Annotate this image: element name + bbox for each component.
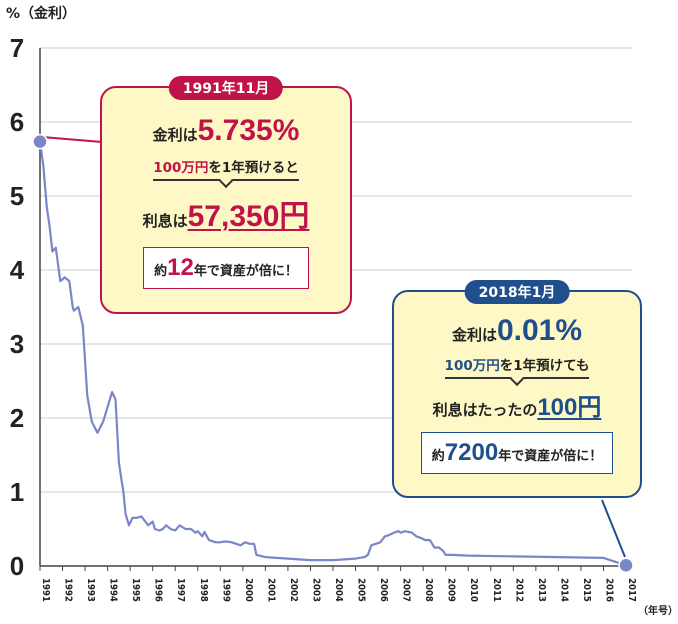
x-tick-label-2012: 2012 (513, 578, 524, 602)
y-tick-label-5: 5 (10, 181, 24, 211)
callout-2018-interest: 利息はたったの100円 (432, 394, 602, 421)
x-tick-label-2004: 2004 (333, 578, 344, 602)
x-tick-label-1999: 1999 (220, 578, 231, 602)
x-tick-label-2002: 2002 (288, 578, 299, 602)
y-tick-labels: 0 1 2 3 4 5 6 7 (10, 33, 25, 581)
y-tick-label-0: 0 (10, 551, 24, 581)
x-tick-label-2014: 2014 (558, 578, 569, 602)
callout-2018-interest-value: 100円 (537, 394, 602, 421)
x-tick-label-2017: 2017 (626, 578, 637, 602)
x-tick-label-1993: 1993 (85, 578, 96, 602)
callout-1991-interest-value: 57,350円 (187, 200, 310, 233)
x-tick-labels: 1991 1992 1993 1994 1995 1996 1997 1998 1999 2000… (39, 566, 637, 602)
y-tick-label-4: 4 (10, 255, 25, 285)
x-tick-label-2007: 2007 (401, 578, 412, 602)
x-tick-label-2011: 2011 (491, 578, 502, 602)
y-tick-label-3: 3 (10, 329, 24, 359)
x-tick-label-2016: 2016 (603, 578, 614, 602)
x-tick-label-2013: 2013 (536, 578, 547, 602)
callout-2018-badge: 2018年1月 (464, 280, 570, 304)
x-tick-label-2008: 2008 (423, 578, 434, 602)
x-tick-label-1991: 1991 (40, 578, 51, 602)
x-tick-label-2009: 2009 (446, 578, 457, 602)
callout-1991-premise: 100万円を1年預けると (153, 156, 299, 181)
callout-2018-rate: 金利は0.01% (451, 314, 583, 347)
x-tick-label-1995: 1995 (130, 578, 141, 602)
callout-2018: 2018年1月 金利は0.01% 100万円を1年預けても 利息はたったの100… (392, 280, 642, 498)
callout-2018-pointer (601, 499, 626, 558)
x-tick-label-2015: 2015 (581, 578, 592, 602)
y-axis-label: %（金利） (6, 5, 76, 22)
interest-rate-line (38, 141, 627, 567)
x-axis-unit: （年号） (638, 604, 678, 617)
highlight-points (32, 133, 634, 574)
callout-1991-double: 約12年で資産が倍に！ (143, 247, 309, 289)
callout-1991: 1991年11月 金利は5.735% 100万円を1年預けると 利息は57,35… (100, 76, 352, 314)
callout-1991-badge: 1991年11月 (168, 76, 284, 100)
y-tick-label-2: 2 (10, 403, 24, 433)
x-tick-label-1998: 1998 (198, 578, 209, 602)
callout-1991-pointer (41, 136, 103, 143)
x-tick-label-2005: 2005 (356, 578, 367, 602)
highlight-point-1 (618, 557, 634, 574)
y-tick-label-7: 7 (10, 33, 24, 63)
callout-2018-rate-value: 0.01% (496, 314, 583, 347)
x-tick-label-2010: 2010 (468, 578, 479, 602)
callout-2018-double: 約7200年で資産が倍に！ (420, 432, 614, 474)
y-tick-label-1: 1 (10, 477, 24, 507)
callout-1991-interest: 利息は57,350円 (142, 200, 310, 233)
callout-1991-rate-value: 5.735% (197, 114, 300, 147)
y-tick-label-6: 6 (10, 107, 24, 137)
x-tick-label-2001: 2001 (265, 578, 276, 602)
x-tick-label-1994: 1994 (108, 578, 119, 602)
x-tick-label-2003: 2003 (310, 578, 321, 602)
highlight-point-0 (32, 133, 48, 150)
x-tick-label-2000: 2000 (243, 578, 254, 602)
callout-2018-premise: 100万円を1年預けても (444, 354, 590, 379)
x-tick-label-1992: 1992 (63, 578, 74, 602)
x-tick-label-1997: 1997 (175, 578, 186, 602)
x-tick-label-2006: 2006 (378, 578, 389, 602)
callout-1991-rate: 金利は5.735% (152, 114, 300, 147)
x-tick-label-1996: 1996 (153, 578, 164, 602)
